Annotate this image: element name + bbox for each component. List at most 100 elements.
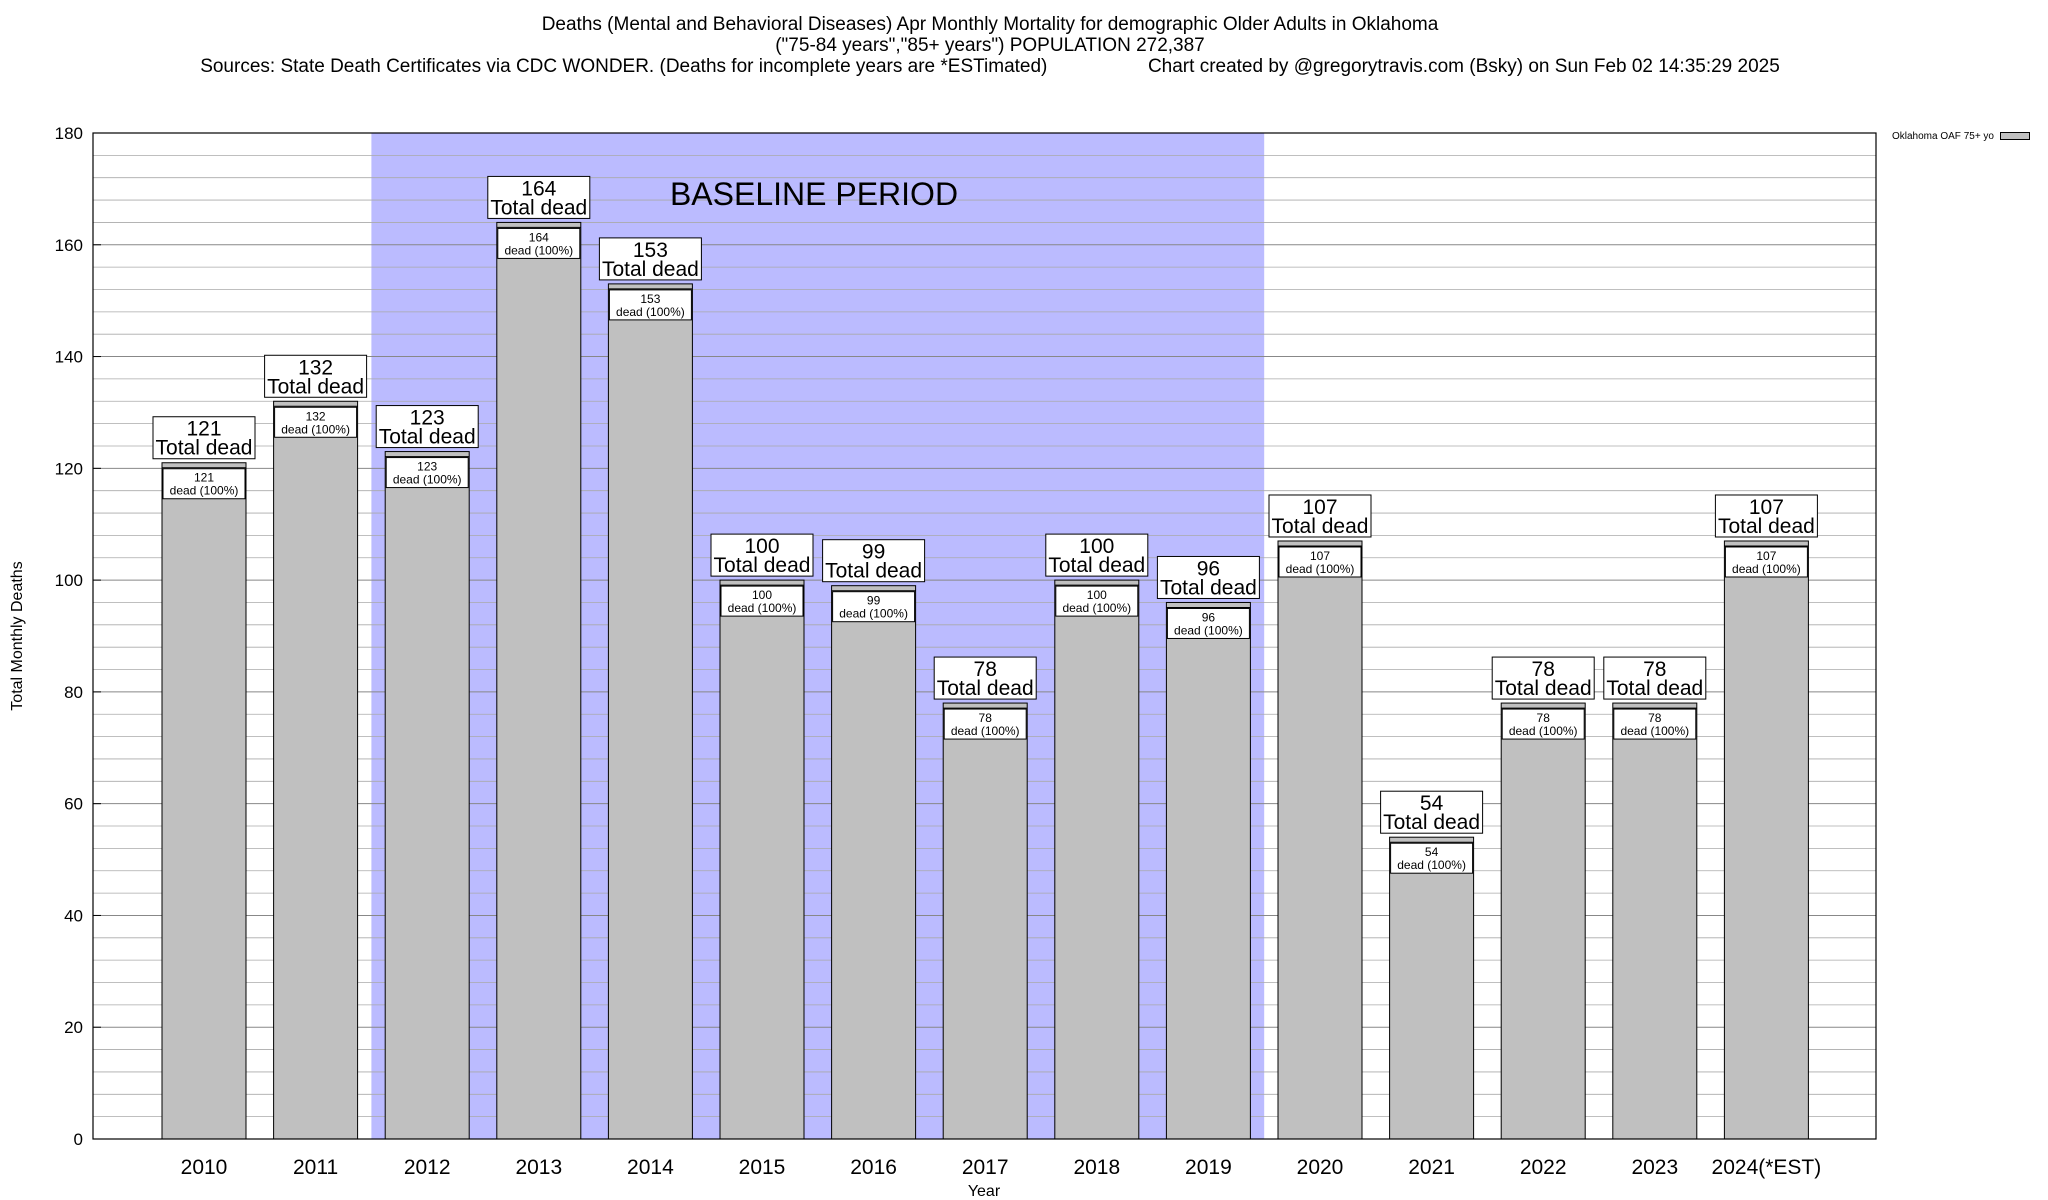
x-tick-label: 2020	[1297, 1156, 1344, 1179]
x-tick-label: 2012	[404, 1156, 451, 1179]
total-label-box	[264, 354, 368, 398]
bar	[1500, 702, 1586, 1140]
inner-value-label: 100	[1087, 588, 1107, 602]
inner-percent-label: dead (100%)	[616, 305, 685, 319]
bar	[1054, 579, 1140, 1140]
total-text-label: Total dead	[1160, 576, 1257, 599]
inner-label-box	[1278, 546, 1362, 578]
x-tick-label: 2011	[293, 1156, 338, 1179]
total-text-label: Total dead	[714, 554, 811, 577]
total-value-label: 100	[1079, 535, 1114, 558]
inner-percent-label: dead (100%)	[839, 607, 908, 621]
total-value-label: 153	[633, 239, 668, 262]
total-value-label: 107	[1302, 496, 1337, 519]
total-text-label: Total dead	[1272, 515, 1369, 538]
inner-value-label: 107	[1756, 549, 1776, 563]
x-tick-label: 2021	[1408, 1156, 1455, 1179]
total-text-label: Total dead	[267, 375, 364, 398]
inner-value-label: 121	[194, 471, 214, 485]
bar	[496, 221, 582, 1140]
total-label-box	[1156, 555, 1260, 599]
total-label-box	[1380, 790, 1484, 834]
y-tick-label: 120	[55, 459, 83, 478]
inner-value-label: 164	[529, 230, 549, 244]
total-label-box	[598, 237, 702, 281]
total-text-label: Total dead	[937, 677, 1034, 700]
total-value-label: 132	[298, 356, 333, 379]
total-label-box	[1268, 494, 1372, 538]
x-tick-label: 2010	[181, 1156, 228, 1179]
inner-label-box	[274, 406, 358, 438]
inner-value-label: 78	[979, 711, 993, 725]
inner-percent-label: dead (100%)	[1732, 562, 1801, 576]
inner-label-box	[943, 708, 1027, 740]
bar	[607, 283, 693, 1140]
inner-label-box	[1166, 607, 1250, 639]
legend-label: Oklahoma OAF 75+ yo	[1892, 131, 1994, 142]
x-tick-label: 2022	[1520, 1156, 1567, 1179]
x-axis-label: Year	[968, 1183, 1001, 1200]
total-value-label: 78	[974, 658, 997, 681]
total-label-box	[1045, 533, 1149, 577]
total-label-box	[375, 405, 479, 449]
inner-percent-label: dead (100%)	[1620, 724, 1689, 738]
inner-percent-label: dead (100%)	[504, 243, 573, 257]
y-tick-label: 0	[74, 1130, 83, 1149]
inner-value-label: 96	[1202, 610, 1216, 624]
total-value-label: 54	[1420, 792, 1444, 815]
total-text-label: Total dead	[1606, 677, 1703, 700]
bar	[1723, 540, 1809, 1140]
y-tick-label: 40	[64, 906, 83, 925]
y-tick-label: 80	[64, 683, 83, 702]
inner-percent-label: dead (100%)	[170, 484, 239, 498]
legend-swatch	[2000, 132, 2030, 141]
total-value-label: 121	[186, 418, 221, 441]
total-text-label: Total dead	[1495, 677, 1592, 700]
total-value-label: 96	[1197, 557, 1220, 580]
inner-percent-label: dead (100%)	[1174, 623, 1243, 637]
total-value-label: 107	[1749, 496, 1784, 519]
total-label-box	[152, 416, 256, 460]
y-tick-label: 20	[64, 1018, 83, 1037]
total-text-label: Total dead	[379, 426, 476, 449]
total-text-label: Total dead	[1048, 554, 1145, 577]
inner-label-box	[1501, 708, 1585, 740]
bar	[719, 579, 805, 1140]
chart-subtitle: ("75-84 years","85+ years") POPULATION 2…	[775, 35, 1205, 56]
inner-label-box	[1055, 585, 1139, 617]
inner-label-box	[1613, 708, 1697, 740]
inner-value-label: 100	[752, 588, 772, 602]
inner-value-label: 78	[1648, 711, 1662, 725]
x-tick-label: 2015	[739, 1156, 786, 1179]
inner-percent-label: dead (100%)	[1397, 858, 1466, 872]
y-tick-label: 180	[55, 124, 83, 143]
total-text-label: Total dead	[825, 560, 922, 583]
bar	[161, 462, 247, 1140]
total-label-box	[710, 533, 814, 577]
inner-percent-label: dead (100%)	[1509, 724, 1578, 738]
total-value-label: 78	[1532, 658, 1555, 681]
inner-percent-label: dead (100%)	[281, 422, 350, 436]
total-text-label: Total dead	[1718, 515, 1815, 538]
sources-text: Sources: State Death Certificates via CD…	[200, 56, 1048, 77]
total-text-label: Total dead	[602, 258, 699, 281]
baseline-period-label: BASELINE PERIOD	[670, 176, 958, 212]
inner-value-label: 153	[640, 292, 660, 306]
x-tick-label: 2017	[962, 1156, 1009, 1179]
chart-sources-line: Sources: State Death Certificates via CD…	[0, 56, 1980, 77]
total-value-label: 164	[521, 177, 556, 200]
x-tick-label: 2013	[515, 1156, 562, 1179]
bar	[1277, 540, 1363, 1140]
bar	[273, 400, 359, 1140]
y-tick-label: 140	[55, 348, 83, 367]
total-text-label: Total dead	[490, 196, 587, 219]
bar	[1389, 836, 1475, 1140]
y-axis-label: Total Monthly Deaths	[9, 561, 26, 710]
bar	[831, 585, 917, 1140]
total-value-label: 100	[744, 535, 779, 558]
bar	[942, 702, 1028, 1140]
credit-text: Chart created by @gregorytravis.com (Bsk…	[1147, 56, 1780, 77]
total-label-box	[822, 539, 926, 583]
chart-title-block: Deaths (Mental and Behavioral Diseases) …	[0, 14, 1980, 77]
